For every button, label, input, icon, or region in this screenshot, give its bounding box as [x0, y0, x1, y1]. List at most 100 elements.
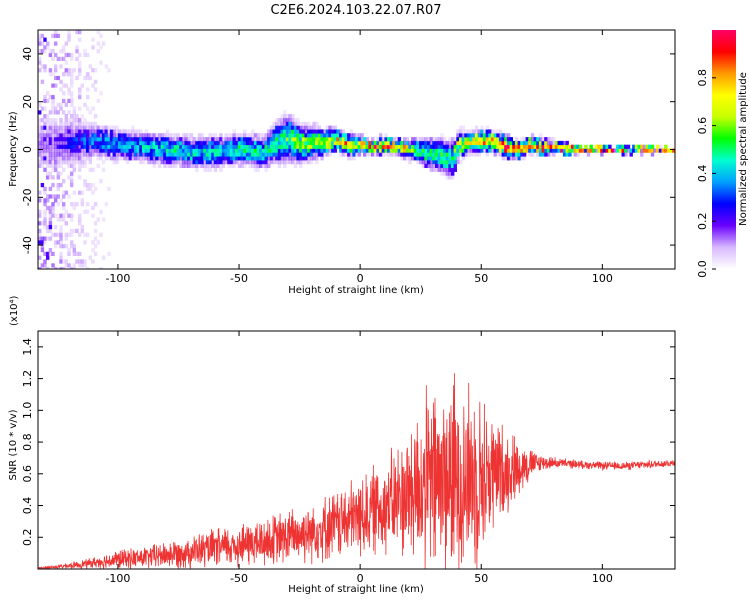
spectrogram-cell: [413, 148, 418, 153]
spectrogram-cell: [179, 137, 183, 142]
spectrogram-cell: [203, 156, 207, 161]
spectrogram-cell: [54, 232, 58, 237]
spectrogram-cell: [381, 140, 386, 146]
spectrogram-cell: [259, 133, 263, 138]
spectrogram-cell: [120, 133, 124, 138]
spectrogram-cell: [395, 152, 399, 157]
spectrogram-cell: [293, 140, 298, 146]
spectrogram-cell: [43, 68, 47, 73]
spectrogram-cell: [46, 255, 50, 260]
spectrogram-cell: [46, 91, 50, 96]
spectrogram-cell: [80, 202, 84, 207]
spectrogram-cell: [51, 110, 55, 115]
spectrogram-cell: [229, 137, 234, 142]
spectrogram-cell: [427, 163, 431, 168]
spectrogram-cell: [200, 137, 204, 142]
spectrogram-cell: [381, 152, 386, 157]
colorbar-tick-label: 0.2: [696, 212, 709, 230]
spectrogram-cell: [133, 133, 138, 138]
spectrogram-cell: [208, 140, 212, 146]
spectrogram-cell: [280, 152, 284, 157]
spectrogram-cell: [325, 137, 330, 142]
spectrogram-cell: [357, 144, 362, 149]
spectrogram-cell: [645, 148, 649, 153]
spectrogram-cell: [363, 140, 367, 146]
spectrogram-cell: [315, 140, 319, 146]
spectrogram-cell: [464, 137, 468, 142]
spectrogram-cell: [621, 144, 625, 149]
spectrogram-cell: [261, 137, 266, 142]
spectrogram-cell: [38, 118, 42, 123]
spectrogram-cell: [664, 144, 668, 149]
spectrogram-cell: [323, 129, 327, 134]
spectrogram-cell: [445, 171, 449, 176]
spectrogram-cell: [197, 140, 202, 146]
spectrogram-cell: [267, 140, 271, 146]
spectrogram-cell: [232, 140, 236, 146]
spectrogram-cell: [333, 144, 338, 149]
spectrogram-cell: [275, 152, 279, 157]
spectrogram-cell: [43, 148, 47, 153]
spectrogram-cell: [62, 83, 66, 88]
spectrogram-cell: [155, 152, 159, 157]
spectrogram-cell: [40, 221, 45, 226]
spectrogram-cell: [56, 148, 60, 153]
spectrogram-cell: [40, 129, 45, 134]
spectrogram-cell: [213, 167, 218, 172]
spectrogram-cell: [163, 160, 167, 165]
spectrogram-cell: [456, 160, 460, 165]
spectrogram-cell: [62, 190, 66, 195]
spectrogram-cell: [453, 140, 457, 146]
spectrogram-cell: [317, 144, 322, 149]
spectrogram-cell: [195, 148, 199, 153]
spectrogram-cell: [59, 183, 63, 188]
spectrogram-cell: [448, 144, 452, 149]
spectrogram-cell: [541, 137, 545, 142]
spectrogram-cell: [552, 144, 556, 149]
spectrogram-cell: [466, 129, 471, 134]
spectrogram-cell: [91, 125, 95, 130]
spectrogram-cell: [197, 133, 202, 138]
spectrogram-cell: [38, 209, 42, 214]
spectrogram-cell: [38, 190, 42, 195]
spectrogram-cell: [576, 148, 580, 153]
spectrogram-cell: [163, 156, 167, 161]
spectrogram-cell: [221, 148, 226, 153]
spectrogram-cell: [187, 148, 191, 153]
spectrogram-cell: [485, 148, 489, 153]
spectrogram-cell: [525, 148, 529, 153]
spectrogram-cell: [488, 144, 492, 149]
spectrogram-cell: [272, 133, 276, 138]
spectrogram-cell: [408, 152, 412, 157]
spectrogram-cell: [64, 221, 68, 226]
spectrogram-cell: [272, 140, 276, 146]
spectrogram-cell: [205, 137, 210, 142]
spectrogram-cell: [203, 152, 207, 157]
spectrogram-cell: [163, 144, 167, 149]
spectrogram-cell: [46, 98, 50, 103]
spectrogram-cell: [149, 148, 154, 153]
spectrogram-cell: [605, 144, 609, 149]
spectrogram-cell: [59, 163, 63, 168]
spectrogram-cell: [232, 156, 236, 161]
spectrogram-cell: [408, 144, 412, 149]
spectrogram-cell: [165, 129, 170, 134]
spectrogram-cell: [427, 156, 431, 161]
spectrogram-cell: [397, 137, 402, 142]
spectrogram-cell: [368, 148, 372, 153]
spectrogram-cell: [227, 133, 231, 138]
colorbar: 0.00.20.40.60.8 Normalized spectral ampl…: [696, 30, 749, 278]
spectrogram-cell: [40, 79, 45, 84]
spectrogram-cell: [451, 171, 455, 176]
spectrogram-cell: [291, 125, 295, 130]
spectrogram-cell: [301, 133, 306, 138]
spectrogram-cell: [221, 137, 226, 142]
spectrogram-cell: [344, 137, 348, 142]
spectrogram-cell: [243, 156, 247, 161]
spectrogram-cell: [440, 137, 444, 142]
spectrogram-cell: [86, 183, 90, 188]
spectrogram-cell: [256, 167, 260, 172]
spectrogram-cell: [72, 114, 76, 119]
spectrogram-cell: [320, 152, 324, 157]
spectrogram-cell: [341, 133, 346, 138]
